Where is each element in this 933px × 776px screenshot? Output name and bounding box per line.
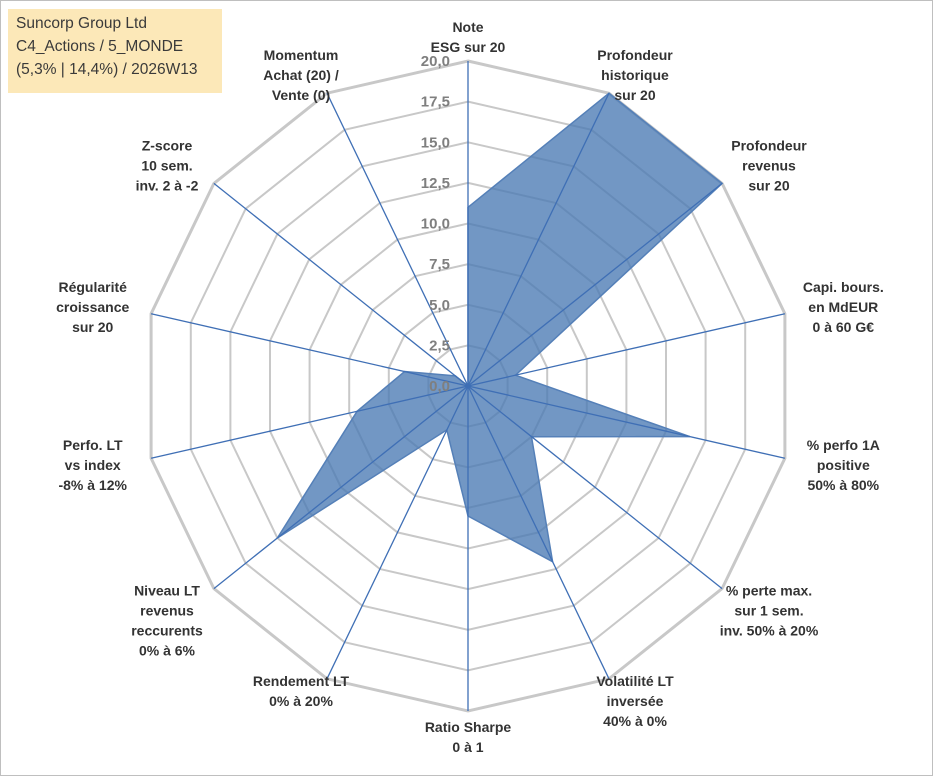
axis-label-line: en MdEUR bbox=[808, 299, 878, 315]
axis-label-line: vs index bbox=[65, 457, 121, 473]
axis-label-line: 40% à 0% bbox=[603, 713, 667, 729]
title-line-2: C4_Actions / 5_MONDE bbox=[16, 38, 184, 55]
axis-label-line: Note bbox=[452, 19, 483, 35]
axis-label-3: Capi. bours. en MdEUR 0 à 60 G€ bbox=[803, 279, 884, 335]
spoke-12 bbox=[213, 182, 469, 387]
axis-label-line: Z-score bbox=[142, 137, 193, 153]
axis-label-5: % perte max. sur 1 sem. inv. 50% à 20% bbox=[720, 583, 819, 639]
axis-label-line: Régularité bbox=[58, 279, 127, 295]
axis-label-0: Note ESG sur 20 bbox=[431, 19, 506, 55]
axis-label-line: inversée bbox=[607, 693, 664, 709]
axis-label-13: Momentum Achat (20) / Vente (0) bbox=[263, 47, 339, 103]
axis-label-line: 0% à 20% bbox=[269, 693, 333, 709]
spoke-6 bbox=[467, 385, 610, 680]
axis-label-line: Volatilité LT bbox=[596, 673, 674, 689]
axis-label-line: 10 sem. bbox=[141, 157, 192, 173]
axis-label-6: Volatilité LT inversée 40% à 0% bbox=[596, 673, 674, 729]
title-line-1: Suncorp Group Ltd bbox=[16, 15, 147, 32]
radar-spokes bbox=[150, 61, 786, 711]
spoke-3 bbox=[467, 313, 786, 387]
series-area bbox=[276, 92, 724, 564]
tick-label: 10,0 bbox=[421, 216, 450, 233]
axis-label-8: Rendement LT 0% à 20% bbox=[253, 673, 350, 709]
spoke-11 bbox=[150, 313, 469, 387]
axis-label-line: Ratio Sharpe bbox=[425, 719, 512, 735]
title-line-3: (5,3% | 14,4%) / 2026W13 bbox=[16, 61, 198, 78]
axis-label-line: -8% à 12% bbox=[58, 477, 127, 493]
axis-label-line: 0 à 1 bbox=[452, 739, 483, 755]
axis-label-line: sur 20 bbox=[748, 177, 789, 193]
axis-label-line: Achat (20) / bbox=[263, 67, 339, 83]
axis-label-11: Régularité croissance sur 20 bbox=[56, 279, 129, 335]
radar-axis-labels: Note ESG sur 20 Profondeur historique sur 20… bbox=[56, 19, 884, 755]
spoke-10 bbox=[150, 385, 469, 459]
axis-label-line: Vente (0) bbox=[272, 87, 330, 103]
spoke-13 bbox=[326, 92, 469, 387]
axis-label-line: ESG sur 20 bbox=[431, 39, 506, 55]
axis-label-9: Niveau LT revenus reccurents 0% à 6% bbox=[131, 583, 203, 659]
spoke-8 bbox=[326, 385, 469, 680]
axis-label-12: Z-score 10 sem. inv. 2 à -2 bbox=[136, 137, 199, 193]
axis-label-1: Profondeur historique sur 20 bbox=[597, 47, 673, 103]
axis-label-line: sur 20 bbox=[614, 87, 655, 103]
axis-label-line: positive bbox=[817, 457, 870, 473]
axis-label-line: Momentum bbox=[264, 47, 339, 63]
axis-label-line: revenus bbox=[140, 603, 194, 619]
tick-label: 5,0 bbox=[429, 297, 450, 314]
title-box: Suncorp Group Ltd C4_Actions / 5_MONDE (… bbox=[8, 9, 222, 93]
axis-label-line: Capi. bours. bbox=[803, 279, 884, 295]
axis-label-line: Profondeur bbox=[597, 47, 673, 63]
axis-label-line: reccurents bbox=[131, 623, 203, 639]
axis-label-line: % perte max. bbox=[726, 583, 812, 599]
axis-label-line: historique bbox=[601, 67, 669, 83]
axis-label-line: Niveau LT bbox=[134, 583, 200, 599]
axis-label-line: revenus bbox=[742, 157, 796, 173]
tick-label: 15,0 bbox=[421, 134, 450, 151]
spoke-1 bbox=[467, 92, 610, 387]
axis-label-line: inv. 50% à 20% bbox=[720, 623, 819, 639]
spoke-4 bbox=[467, 385, 786, 459]
axis-label-4: % perfo 1A positive 50% à 80% bbox=[807, 437, 880, 493]
axis-label-line: Perfo. LT bbox=[63, 437, 123, 453]
tick-label: 12,5 bbox=[421, 175, 450, 192]
tick-label: 2,5 bbox=[429, 337, 450, 354]
axis-label-line: 0 à 60 G€ bbox=[813, 319, 875, 335]
axis-label-line: Profondeur bbox=[731, 137, 807, 153]
axis-label-line: Rendement LT bbox=[253, 673, 350, 689]
axis-label-line: inv. 2 à -2 bbox=[136, 177, 199, 193]
axis-label-line: 0% à 6% bbox=[139, 643, 196, 659]
axis-label-line: croissance bbox=[56, 299, 129, 315]
spoke-2 bbox=[467, 182, 723, 387]
tick-label: 17,5 bbox=[421, 94, 450, 111]
tick-label: 20,0 bbox=[421, 53, 450, 70]
axis-label-line: % perfo 1A bbox=[807, 437, 880, 453]
tick-label: 0,0 bbox=[429, 378, 450, 395]
axis-label-2: Profondeur revenus sur 20 bbox=[731, 137, 807, 193]
axis-label-7: Ratio Sharpe 0 à 1 bbox=[425, 719, 512, 755]
axis-label-line: sur 1 sem. bbox=[734, 603, 803, 619]
axis-label-line: 50% à 80% bbox=[807, 477, 879, 493]
axis-label-10: Perfo. LT vs index -8% à 12% bbox=[58, 437, 127, 493]
tick-label: 7,5 bbox=[429, 256, 450, 273]
spoke-9 bbox=[213, 385, 469, 590]
axis-label-line: sur 20 bbox=[72, 319, 113, 335]
radar-series bbox=[276, 92, 724, 564]
spoke-5 bbox=[467, 385, 723, 590]
radar-tick-labels: 0,0 2,5 5,0 7,5 10,0 12,5 15,0 17,5 20,0 bbox=[421, 53, 450, 395]
